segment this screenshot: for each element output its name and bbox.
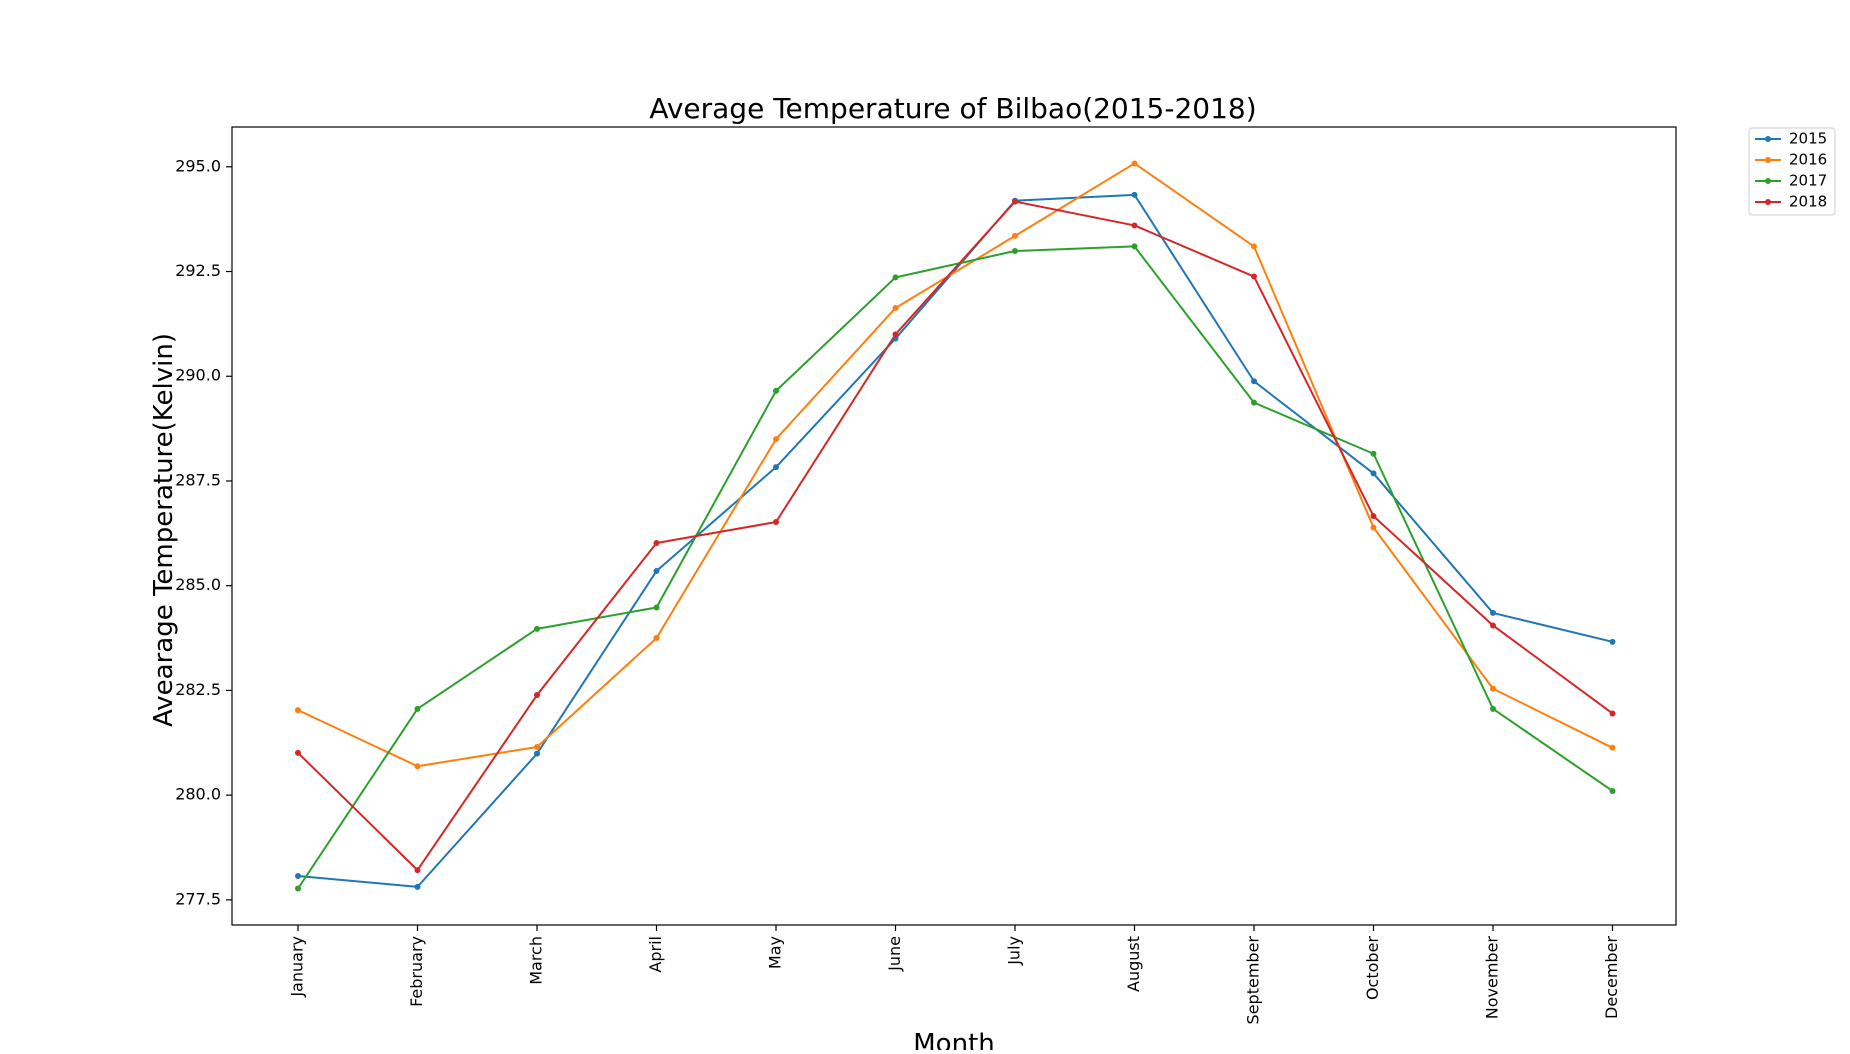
x-tick-label: January: [288, 936, 307, 998]
x-tick-label: September: [1244, 936, 1263, 1025]
data-point-2016: [773, 436, 779, 443]
legend-frame: [1748, 127, 1836, 216]
data-point-2016: [1609, 744, 1616, 751]
legend-marker-2015: [1765, 136, 1771, 142]
data-point-2017: [1012, 247, 1018, 254]
x-tick-label: July: [1005, 936, 1024, 966]
data-point-2018: [295, 749, 301, 756]
plot-frame: [231, 126, 1677, 926]
data-point-2017: [1251, 399, 1257, 406]
data-point-2017: [295, 885, 301, 892]
data-point-2015: [1609, 638, 1616, 645]
data-point-2017: [892, 274, 899, 281]
data-point-2017: [1131, 243, 1138, 250]
x-tick-label: April: [646, 936, 665, 973]
legend-marker-2017: [1765, 178, 1771, 184]
data-point-2016: [1370, 524, 1377, 531]
data-point-2017: [1490, 705, 1496, 712]
data-point-2015: [1251, 378, 1257, 385]
data-point-2016: [1131, 160, 1138, 167]
y-tick-label: 285.0: [175, 575, 221, 594]
data-point-2017: [1370, 450, 1377, 457]
y-tick-label: 295.0: [175, 156, 221, 175]
data-point-2015: [892, 335, 899, 342]
x-tick-label: November: [1483, 936, 1502, 1020]
y-axis-label: Avearage Temperature(Kelvin): [149, 333, 179, 727]
x-tick-label: February: [407, 936, 426, 1007]
data-point-2017: [534, 625, 540, 632]
x-tick-label: May: [766, 936, 785, 969]
data-point-2018: [1490, 622, 1496, 629]
data-point-2018: [653, 539, 660, 546]
y-axis: 277.5 280.0 282.5 285.0 287.5 290.0 292.5 295.0: [175, 156, 232, 908]
data-point-2017: [773, 387, 779, 394]
legend-marker-2016: [1765, 157, 1771, 163]
data-point-2015: [653, 568, 660, 575]
data-point-2017: [1609, 787, 1616, 794]
x-axis-label: Month: [913, 1029, 995, 1050]
data-point-2016: [1490, 685, 1496, 692]
data-point-2017: [653, 604, 660, 611]
data-point-2016: [892, 304, 899, 311]
chart-title: Average Temperature of Bilbao(2015-2018): [649, 92, 1256, 125]
y-tick-label: 282.5: [175, 680, 221, 699]
data-point-2016: [534, 743, 540, 750]
data-point-2015: [1490, 609, 1496, 616]
data-point-2018: [1131, 222, 1138, 229]
data-point-2016: [653, 635, 660, 642]
legend-label: 2018: [1789, 193, 1827, 211]
data-point-2015: [1131, 191, 1138, 198]
data-point-2016: [1251, 243, 1257, 250]
data-point-2018: [892, 331, 899, 338]
data-point-2018: [1012, 198, 1018, 205]
x-axis: January February March April May June July Augu…: [288, 925, 1621, 1025]
data-point-2018: [414, 867, 421, 874]
plot-area: 277.5 280.0 282.5 285.0 287.5 290.0 292.5 295.0…: [175, 126, 1677, 1025]
data-point-2015: [773, 464, 779, 471]
x-tick-label: August: [1124, 936, 1143, 992]
legend-label: 2016: [1789, 151, 1827, 169]
data-point-2016: [1012, 232, 1018, 239]
y-tick-label: 290.0: [175, 366, 221, 385]
data-point-2017: [414, 705, 421, 712]
series-lines: [297, 162, 1614, 890]
data-point-2018: [1251, 273, 1257, 280]
legend-marker-2018: [1765, 199, 1771, 205]
data-point-2018: [773, 519, 779, 526]
x-tick-label: March: [527, 936, 546, 985]
y-tick-label: 287.5: [175, 470, 221, 489]
y-tick-label: 277.5: [175, 889, 221, 908]
data-point-2018: [534, 692, 540, 699]
data-point-2015: [414, 883, 421, 890]
y-tick-label: 280.0: [175, 785, 221, 804]
data-point-2016: [414, 763, 421, 770]
x-tick-label: June: [885, 936, 904, 972]
data-point-2016: [295, 707, 301, 714]
legend-label: 2017: [1789, 172, 1827, 190]
data-point-2018: [1609, 710, 1616, 717]
data-point-2015: [1370, 470, 1377, 477]
legend: 2015 2016 2017 2018: [1748, 127, 1836, 216]
legend-items: 2015 2016 2017 2018: [1755, 130, 1827, 211]
series-line-2017: [297, 245, 1614, 890]
legend-label: 2015: [1789, 130, 1827, 148]
x-tick-label: October: [1363, 936, 1382, 1000]
series-line-2018: [297, 200, 1614, 872]
x-tick-label: December: [1602, 936, 1621, 1019]
data-point-2015: [295, 872, 301, 879]
data-point-2015: [534, 750, 540, 757]
series-points: [295, 160, 1616, 892]
y-tick-label: 292.5: [175, 261, 221, 280]
series-line-2016: [297, 162, 1613, 768]
data-point-2018: [1370, 513, 1377, 520]
